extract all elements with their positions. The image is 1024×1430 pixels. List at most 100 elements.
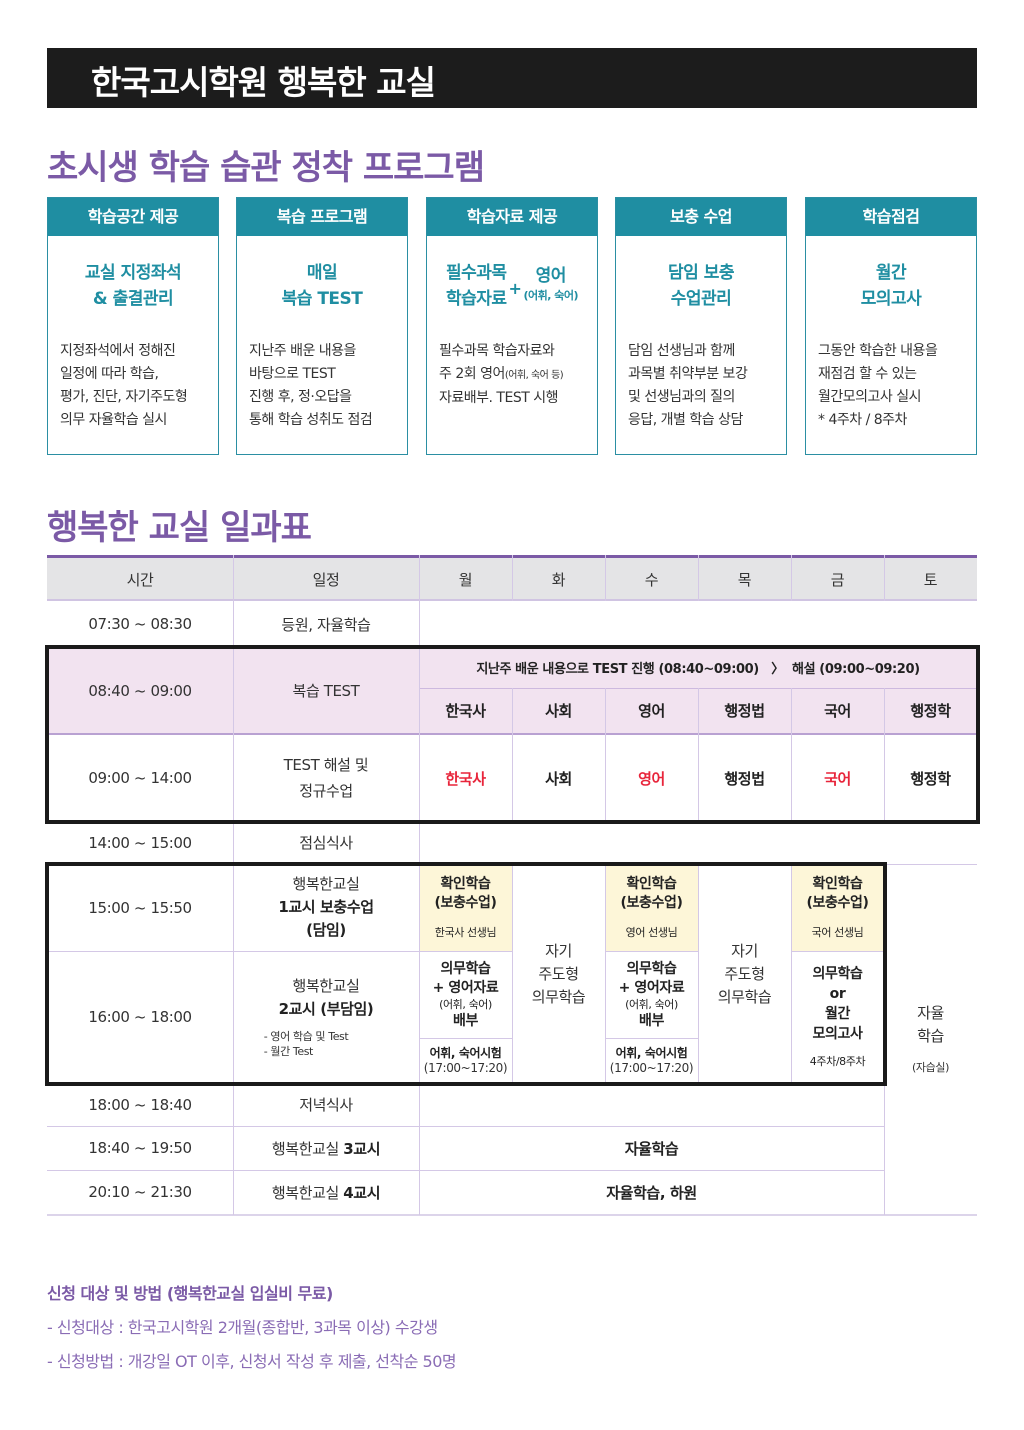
card-header: 보충 수업 xyxy=(616,198,786,236)
col-divider xyxy=(512,864,513,1083)
card-subtitle-right: 영어 (어휘, 숙어) xyxy=(523,266,578,306)
row-divider xyxy=(47,1170,884,1171)
program-card-review: 복습 프로그램 매일 복습 TEST 지난주 배운 내용을 바탕으로 TEST … xyxy=(236,197,408,455)
desc-line: 담임 선생님과 함께 xyxy=(628,343,735,359)
col-divider xyxy=(791,864,792,1083)
desc-line: 필수과목 학습자료와 xyxy=(439,343,555,359)
desc-line: 일정에 따라 학습, xyxy=(60,366,159,382)
card-subtitle-line: 월간 xyxy=(875,263,907,283)
tue-self-study: 자기 주도형 의무학습 xyxy=(512,865,605,1083)
card-subtitle-line: 모의고사 xyxy=(860,289,922,309)
card-subtitle-line: 학습자료 xyxy=(445,289,507,309)
plan-line: 행복한교실 xyxy=(292,977,360,995)
fri-confirm-study: 확인학습 (보충수업) 국어 선생님 xyxy=(791,867,884,951)
card-subtitle-english: 영어 xyxy=(535,266,567,286)
time-cell: 16:00 ~ 18:00 xyxy=(88,1008,192,1026)
class-subject: 행정법 xyxy=(724,769,765,788)
self-study-line: 주도형 xyxy=(724,964,765,983)
desc-line: 재점검 할 수 있는 xyxy=(818,366,917,382)
mon-confirm-study: 확인학습 (보충수업) 한국사 선생님 xyxy=(419,867,512,951)
confirm-line: 확인학습 xyxy=(812,876,863,892)
plan-notes: - 영어 학습 및 Test - 월간 Test xyxy=(264,1029,349,1059)
header-sat: 토 xyxy=(923,571,938,589)
col-divider xyxy=(791,688,792,821)
duty-line: + 영어자료 xyxy=(432,979,499,996)
card-description: 그동안 학습한 내용을 재점검 할 수 있는 월간모의고사 실시 * 4주차 /… xyxy=(818,340,970,432)
row-divider xyxy=(605,1038,698,1039)
teacher-label: 한국사 선생님 xyxy=(434,926,497,939)
class-subject: 국어 xyxy=(824,769,851,788)
test-subject: 행정학 xyxy=(910,702,951,720)
card-subtitle: 교실 지정좌석 & 출결관리 xyxy=(48,260,218,312)
desc-text: 주 2회 영어 xyxy=(439,366,505,382)
col-divider xyxy=(791,555,792,601)
program-card-supplementary: 보충 수업 담임 보충 수업관리 담임 선생님과 함께 과목별 취약부분 보강 … xyxy=(615,197,787,455)
plan-note: - 월간 Test xyxy=(263,1045,314,1058)
duty-line: 의무학습 xyxy=(440,960,491,977)
duty-line: 배부 xyxy=(639,1012,664,1029)
header-time: 시간 xyxy=(126,571,154,589)
time-cell: 18:40 ~ 19:50 xyxy=(88,1139,192,1157)
mon-exam: 어휘, 숙어시험 (17:00~17:20) xyxy=(419,1039,512,1083)
card-subtitle-line: & 출결관리 xyxy=(92,289,174,309)
header-tue: 화 xyxy=(551,571,566,589)
plan-cell: 복습 TEST xyxy=(292,682,360,700)
confirm-line: (보충수업) xyxy=(806,895,869,911)
header-wed: 수 xyxy=(644,571,659,589)
card-subtitle: 필수과목 학습자료 + 영어 (어휘, 숙어) xyxy=(427,260,597,312)
self-study-line: 자기 xyxy=(545,941,572,960)
self-study-line: 학습 xyxy=(917,1026,944,1045)
col-divider xyxy=(419,555,420,1215)
plan-cell: 점심식사 xyxy=(299,834,353,852)
col-divider xyxy=(698,688,699,821)
desc-line: 통해 학습 성취도 점검 xyxy=(249,412,373,428)
card-subtitle-line: 필수과목 xyxy=(445,263,507,283)
plan-cell: 저녁식사 xyxy=(299,1096,353,1114)
desc-line: 주 2회 영어(어휘, 숙어 등) xyxy=(439,363,591,387)
program-card-materials: 학습자료 제공 필수과목 학습자료 + 영어 (어휘, 숙어) 필수과목 학습자… xyxy=(426,197,598,455)
desc-line: 진행 후, 정·오답을 xyxy=(249,389,352,405)
test-subject: 사회 xyxy=(545,702,572,720)
teacher-label: 영어 선생님 xyxy=(625,926,678,939)
col-divider xyxy=(605,555,606,601)
wed-exam: 어휘, 숙어시험 (17:00~17:20) xyxy=(605,1039,698,1083)
card-subtitle-line: 교실 지정좌석 xyxy=(84,263,182,283)
evening-content: 자율학습 xyxy=(624,1139,679,1158)
desc-line: 과목별 취약부분 보강 xyxy=(628,366,748,382)
card-subtitle-line: 매일 xyxy=(306,263,338,283)
col-divider xyxy=(512,688,513,821)
duty-line: or xyxy=(829,985,846,1002)
program-cards: 학습공간 제공 교실 지정좌석 & 출결관리 지정좌석에서 정해진 일정에 따라… xyxy=(47,197,977,455)
program-title: 초시생 학습 습관 정착 프로그램 xyxy=(47,148,485,188)
test-subject: 국어 xyxy=(824,702,851,720)
header-mon: 월 xyxy=(458,571,473,589)
confirm-line: (보충수업) xyxy=(620,895,683,911)
row-divider xyxy=(605,951,698,952)
self-study-note: (자습실) xyxy=(912,1060,949,1074)
duty-note: 4주차/8주차 xyxy=(809,1054,866,1068)
card-subtitle-english-note: (어휘, 숙어) xyxy=(523,289,578,302)
plan-text-bold: 3교시 xyxy=(343,1139,381,1158)
desc-line: 지난주 배운 내용을 xyxy=(249,343,356,359)
application-heading: 신청 대상 및 방법 (행복한교실 입실비 무료) xyxy=(47,1284,333,1303)
card-header: 복습 프로그램 xyxy=(237,198,407,236)
desc-note: (어휘, 숙어 등) xyxy=(504,370,564,381)
desc-line: 바탕으로 TEST xyxy=(249,366,336,382)
row-divider xyxy=(47,1126,884,1127)
card-description: 담임 선생님과 함께 과목별 취약부분 보강 및 선생님과의 질의 응답, 개별… xyxy=(628,340,780,432)
desc-line: 지정좌석에서 정해진 xyxy=(60,343,176,359)
self-study-line: 주도형 xyxy=(538,964,579,983)
header-plan: 일정 xyxy=(312,571,340,589)
duty-note: (어휘, 숙어) xyxy=(625,997,678,1011)
time-cell: 14:00 ~ 15:00 xyxy=(88,833,192,852)
card-description: 필수과목 학습자료와 주 2회 영어(어휘, 숙어 등) 자료배부. TEST … xyxy=(439,340,591,410)
wed-duty-study: 의무학습 + 영어자료 (어휘, 숙어) 배부 xyxy=(605,952,698,1038)
application-target: - 신청대상 : 한국고시학원 2개월(종합반, 3과목 이상) 수강생 xyxy=(47,1318,438,1337)
class-subject: 한국사 xyxy=(445,769,486,788)
test-banner: 지난주 배운 내용으로 TEST 진행 (08:40~09:00) 〉 해설 (… xyxy=(476,662,920,677)
col-divider xyxy=(698,555,699,601)
plan-text: 행복한교실 xyxy=(271,1183,344,1202)
col-divider xyxy=(698,864,699,1083)
plan-note: - 영어 학습 및 Test xyxy=(263,1030,349,1043)
col-divider xyxy=(605,688,606,821)
